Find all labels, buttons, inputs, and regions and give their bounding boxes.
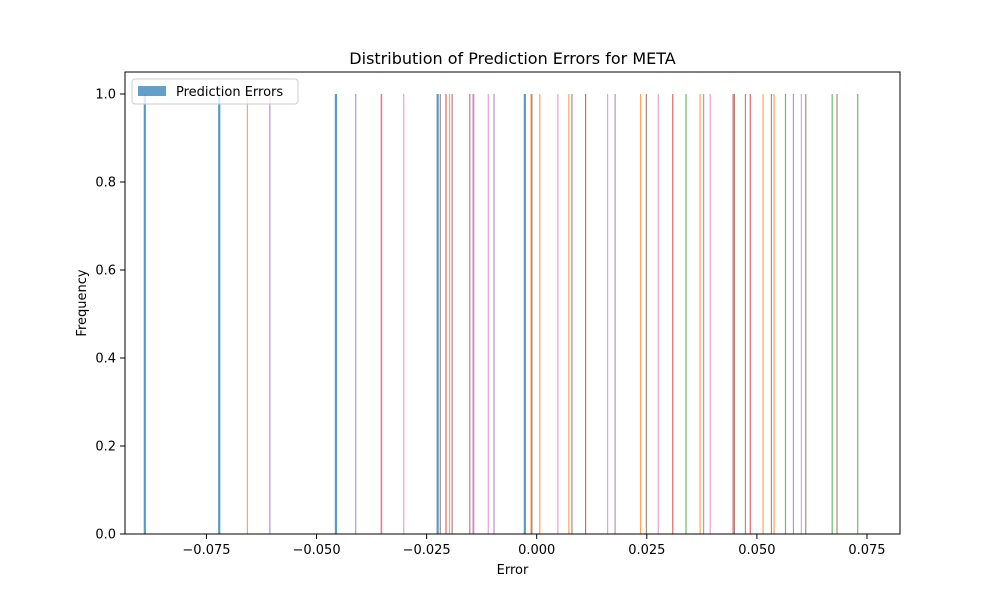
histogram-bar — [800, 94, 802, 534]
histogram-bar — [685, 94, 687, 534]
histogram-bar — [436, 94, 439, 534]
x-tick-label: 0.075 — [848, 543, 885, 558]
legend-swatch — [138, 86, 166, 96]
histogram-bar — [585, 94, 587, 534]
histogram-bar — [531, 94, 533, 534]
histogram-bar — [672, 94, 674, 534]
histogram-bar — [530, 94, 532, 534]
histogram-bar — [703, 94, 705, 534]
legend-box — [131, 78, 299, 105]
histogram-bar — [472, 94, 474, 534]
histogram-bar — [773, 94, 775, 534]
histogram-bar — [614, 94, 616, 534]
histogram-bar — [448, 94, 451, 534]
histogram-bar — [557, 94, 559, 534]
x-ticks-group: −0.075 −0.050 −0.025 0.000 0.025 0.050 0.075 — [182, 534, 886, 558]
histogram-bar — [143, 94, 146, 534]
x-tick-label: −0.050 — [292, 543, 340, 558]
histogram-bar — [607, 94, 609, 534]
histogram-bar — [218, 94, 221, 534]
histogram-bar — [381, 94, 383, 534]
histogram-bar — [445, 94, 447, 534]
histogram-bar — [732, 94, 734, 534]
histogram-bar — [493, 94, 495, 534]
histogram-bar — [451, 94, 453, 534]
histogram-bar — [246, 94, 249, 534]
histogram-bar — [645, 94, 647, 534]
x-axis-title: Error — [497, 563, 529, 578]
histogram-bar — [403, 94, 405, 534]
histogram-bar — [699, 94, 701, 534]
histogram-bar — [473, 94, 475, 534]
histogram-bar — [831, 94, 833, 534]
histogram-bar — [269, 94, 271, 534]
histogram-bar — [762, 94, 764, 534]
bars-group — [143, 94, 859, 534]
histogram-bar — [792, 94, 795, 534]
y-tick-label: 0.0 — [95, 528, 116, 543]
plot-frame — [124, 71, 901, 535]
histogram-bar — [487, 94, 489, 534]
histogram-bar — [749, 94, 751, 534]
y-ticks-group: 0.0 0.2 0.4 0.6 0.8 1.0 — [95, 88, 125, 543]
histogram-bar — [744, 94, 747, 534]
y-tick-label: 0.8 — [95, 176, 116, 191]
legend-label: Prediction Errors — [176, 85, 283, 100]
y-tick-label: 0.6 — [95, 264, 116, 279]
histogram-bar — [469, 94, 471, 534]
histogram-bar — [709, 94, 711, 534]
histogram-bar — [355, 94, 357, 534]
y-tick-label: 1.0 — [95, 88, 116, 103]
histogram-bar — [523, 94, 526, 534]
histogram-bar — [568, 94, 570, 534]
histogram-bar — [784, 94, 787, 534]
legend: Prediction Errors — [131, 78, 299, 105]
histogram-bar — [733, 94, 736, 534]
y-tick-label: 0.4 — [95, 352, 116, 367]
histogram-bar — [857, 94, 859, 534]
y-axis-title: Frequency — [75, 269, 90, 336]
histogram-bar — [657, 94, 659, 534]
x-tick-label: −0.025 — [403, 543, 451, 558]
histogram-bar — [640, 94, 642, 534]
histogram-bar — [770, 94, 773, 534]
y-tick-label: 0.2 — [95, 440, 116, 455]
histogram-bar — [439, 94, 441, 534]
x-tick-label: 0.050 — [738, 543, 775, 558]
chart-title: Distribution of Prediction Errors for ME… — [349, 49, 675, 68]
histogram-bar — [334, 94, 338, 534]
histogram-bar — [805, 94, 807, 534]
histogram-bar — [836, 94, 838, 534]
x-tick-label: 0.025 — [628, 543, 665, 558]
x-tick-label: 0.000 — [518, 543, 555, 558]
x-tick-label: −0.075 — [182, 543, 230, 558]
histogram-bar — [539, 94, 541, 534]
histogram-bar — [571, 94, 573, 534]
